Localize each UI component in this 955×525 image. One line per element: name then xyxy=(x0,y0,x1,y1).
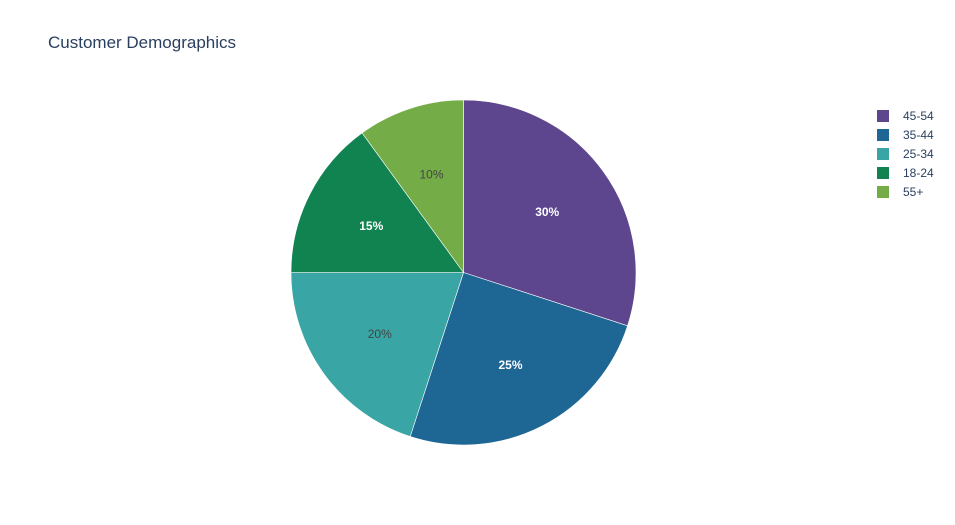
legend: 45-54 35-44 25-34 18-24 55+ xyxy=(877,106,953,201)
chart-title: Customer Demographics xyxy=(48,33,237,52)
slice-percent-label: 30% xyxy=(535,205,559,219)
legend-swatch xyxy=(877,166,889,179)
legend-item-25-34[interactable]: 25-34 xyxy=(877,144,953,163)
pie-slice-18-24[interactable] xyxy=(290,132,465,273)
pie-slice-25-34[interactable] xyxy=(290,272,464,437)
slice-percent-label: 10% xyxy=(420,168,444,182)
pie-slice-labels: 30% 25% 20% 15% 10% xyxy=(359,168,559,373)
legend-item-55+[interactable]: 55+ xyxy=(877,182,953,201)
legend-swatch xyxy=(877,185,889,198)
legend-label: 35-44 xyxy=(903,127,934,142)
legend-label: 55+ xyxy=(903,184,924,199)
legend-swatch xyxy=(877,128,889,141)
pie-slices xyxy=(290,99,637,446)
pie-slice-35-44[interactable] xyxy=(409,272,628,446)
legend-label: 45-54 xyxy=(903,108,934,123)
legend-swatch xyxy=(877,109,889,122)
legend-item-35-44[interactable]: 35-44 xyxy=(877,125,953,144)
slice-percent-label: 20% xyxy=(368,327,392,341)
slice-percent-label: 25% xyxy=(498,358,522,372)
pie-slice-55+[interactable] xyxy=(361,99,464,274)
pie-slice-45-54[interactable] xyxy=(463,99,637,327)
legend-label: 25-34 xyxy=(903,146,934,161)
legend-item-45-54[interactable]: 45-54 xyxy=(877,106,953,125)
slice-percent-label: 15% xyxy=(359,219,383,233)
legend-label: 18-24 xyxy=(903,165,934,180)
legend-item-18-24[interactable]: 18-24 xyxy=(877,163,953,182)
legend-swatch xyxy=(877,147,889,160)
